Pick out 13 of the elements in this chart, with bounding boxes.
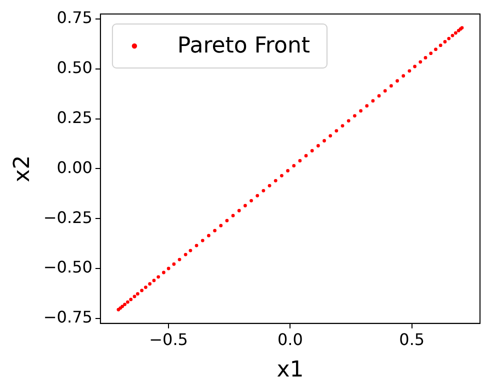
y-tick-label: 0.75 (56, 8, 92, 28)
y-tick-label: −0.75 (43, 308, 92, 327)
y-tick-label: −0.50 (43, 258, 92, 277)
x-tick-label: 0.0 (277, 330, 303, 350)
legend-label: Pareto Front (177, 34, 310, 59)
y-tick-label: 0.25 (56, 108, 92, 127)
x-tick-label: −0.5 (149, 330, 188, 350)
y-tick-label: 0.00 (56, 158, 92, 177)
y-axis-title: x2 (10, 155, 35, 182)
x-axis-title: x1 (276, 358, 304, 383)
x-tick-label: 0.5 (399, 330, 425, 350)
y-tick-label: −0.25 (43, 208, 92, 227)
y-tick-label: 0.50 (56, 58, 92, 78)
